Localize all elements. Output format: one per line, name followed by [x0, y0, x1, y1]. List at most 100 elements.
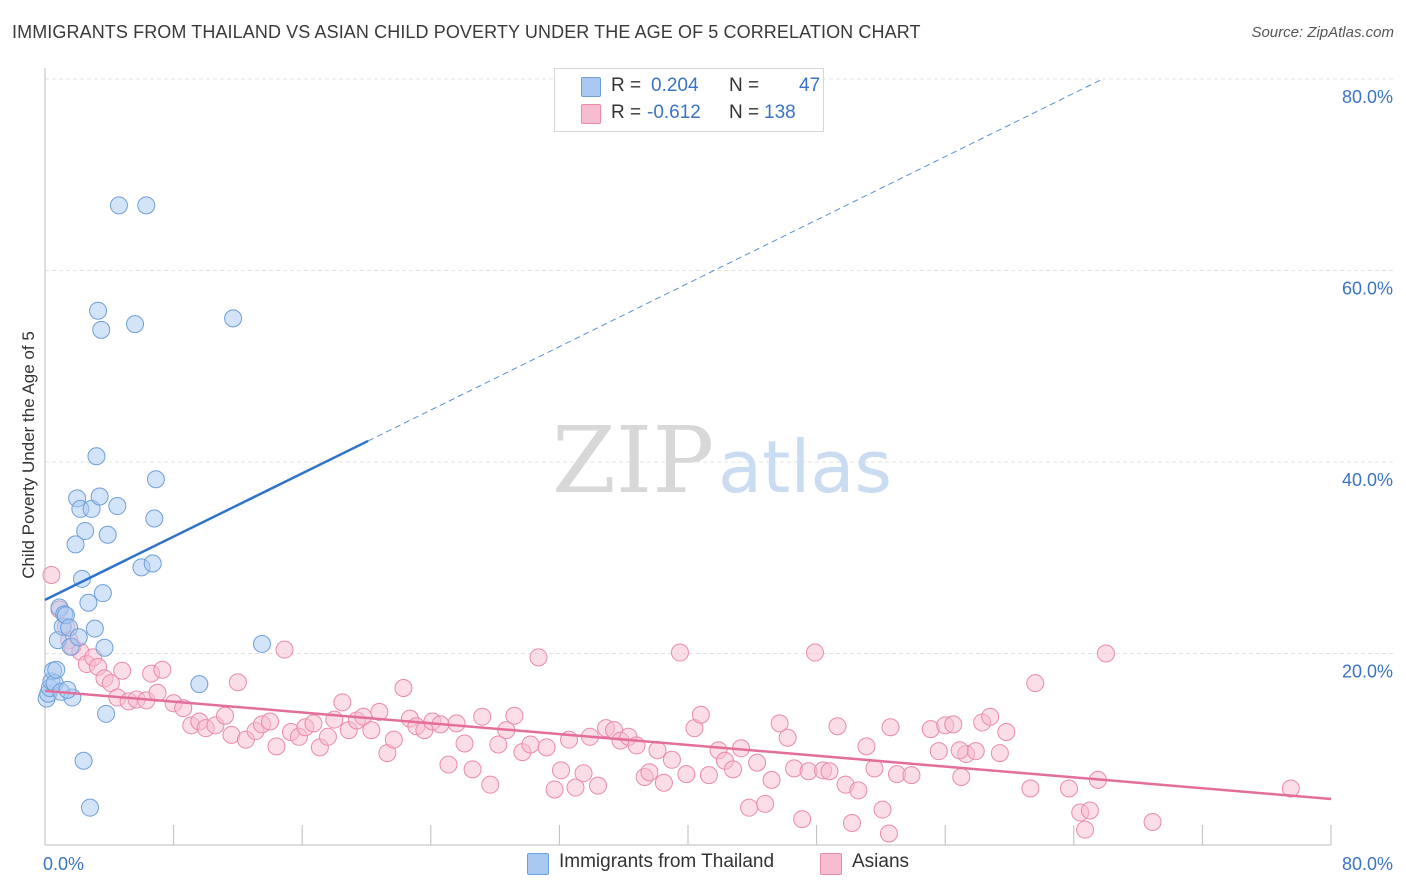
- legend-r-value: 0.204: [651, 75, 699, 96]
- asians-point: [1021, 779, 1040, 798]
- asians-point: [261, 712, 280, 731]
- legend-n-label: N =: [729, 75, 760, 96]
- thailand-point: [190, 675, 209, 694]
- asians-point: [394, 678, 413, 697]
- asians-point: [865, 759, 884, 778]
- asians-point: [842, 813, 861, 832]
- asians-point: [481, 775, 500, 794]
- bottom-legend-swatch-blue: [527, 853, 549, 875]
- thailand-point: [93, 584, 112, 603]
- asians-point: [756, 794, 775, 813]
- thailand-point: [74, 751, 93, 770]
- asians-point: [691, 705, 710, 724]
- thailand-trend-line: [44, 439, 369, 602]
- asians-point: [1080, 801, 1099, 820]
- asians-point: [447, 714, 466, 733]
- asians-point: [724, 760, 743, 779]
- asians-point: [1096, 644, 1115, 663]
- asians-point: [566, 778, 585, 797]
- asians-point: [640, 763, 659, 782]
- asians-point: [770, 714, 789, 733]
- legend-r-value: -0.612: [647, 102, 701, 123]
- thailand-point: [108, 497, 127, 516]
- thailand-point: [87, 447, 106, 466]
- watermark: ZIP atlas: [552, 407, 892, 514]
- asians-point: [370, 702, 389, 721]
- asians-point: [805, 643, 824, 662]
- thailand-point: [85, 619, 104, 638]
- thailand-point: [95, 638, 114, 657]
- asians-point: [1026, 674, 1045, 693]
- chart-title: IMMIGRANTS FROM THAILAND VS ASIAN CHILD …: [12, 22, 921, 42]
- asians-point: [828, 717, 847, 736]
- thailand-point: [66, 535, 85, 554]
- asians-point: [981, 707, 1000, 726]
- asians-point: [670, 643, 689, 662]
- asians-points: [42, 565, 1300, 843]
- thailand-point: [146, 470, 165, 489]
- trend-lines: [44, 78, 1332, 801]
- bottom-legend-label: Immigrants from Thailand: [559, 851, 775, 872]
- asians-point: [1281, 779, 1300, 798]
- legend-swatch-pink: [581, 104, 601, 124]
- asians-point: [489, 735, 508, 754]
- y-tick-label: 80.0%: [1342, 87, 1393, 107]
- watermark-zip: ZIP: [552, 407, 714, 514]
- y-axis-label: Child Poverty Under the Age of 5: [19, 331, 38, 579]
- asians-point: [153, 660, 172, 679]
- asians-point: [275, 640, 294, 659]
- asians-point: [439, 755, 458, 774]
- asians-point: [521, 735, 540, 754]
- bottom-legend-swatch-pink: [820, 853, 842, 875]
- thailand-point: [89, 301, 108, 320]
- asians-point: [820, 762, 839, 781]
- asians-point: [966, 742, 985, 761]
- asians-point: [42, 565, 61, 584]
- tick-labels: 20.0% 40.0% 60.0% 80.0% 0.0% 80.0%: [43, 87, 1393, 874]
- thailand-point: [79, 593, 98, 612]
- asians-trend-line: [44, 689, 1332, 801]
- asians-point: [879, 824, 898, 843]
- thailand-trend-extension: [367, 78, 1103, 442]
- thailand-point: [98, 525, 117, 544]
- asians-point: [793, 810, 812, 829]
- asians-point: [574, 764, 593, 783]
- gridlines: [45, 78, 1393, 654]
- asians-point: [997, 723, 1016, 742]
- asians-point: [1143, 813, 1162, 832]
- thailand-point: [69, 628, 88, 647]
- asians-point: [463, 760, 482, 779]
- thailand-point: [76, 521, 95, 540]
- thailand-point: [253, 634, 272, 653]
- asians-point: [952, 768, 971, 787]
- asians-point: [1059, 779, 1078, 798]
- asians-point: [362, 721, 381, 740]
- legend-r-label: R =: [611, 102, 642, 123]
- asians-point: [778, 728, 797, 747]
- asians-point: [545, 780, 564, 799]
- thailand-point: [224, 309, 243, 328]
- thailand-point: [143, 554, 162, 573]
- thailand-point: [92, 320, 111, 339]
- asians-point: [473, 707, 492, 726]
- asians-point: [748, 753, 767, 772]
- asians-point: [857, 737, 876, 756]
- x-tick-label: 80.0%: [1342, 854, 1393, 874]
- asians-point: [304, 714, 323, 733]
- thailand-point: [126, 315, 145, 334]
- thailand-point: [90, 487, 109, 506]
- thailand-point: [145, 509, 164, 528]
- asians-point: [333, 693, 352, 712]
- thailand-point: [81, 798, 100, 817]
- thailand-point: [97, 704, 116, 723]
- asians-point: [677, 765, 696, 784]
- legend-n-value: 47: [799, 75, 821, 96]
- asians-point: [216, 706, 235, 725]
- asians-point: [113, 661, 132, 680]
- asians-point: [762, 770, 781, 789]
- asians-point: [537, 738, 556, 757]
- y-tick-label: 60.0%: [1342, 279, 1393, 299]
- asians-point: [1076, 820, 1095, 839]
- source-label: Source: ZipAtlas.com: [1251, 24, 1394, 41]
